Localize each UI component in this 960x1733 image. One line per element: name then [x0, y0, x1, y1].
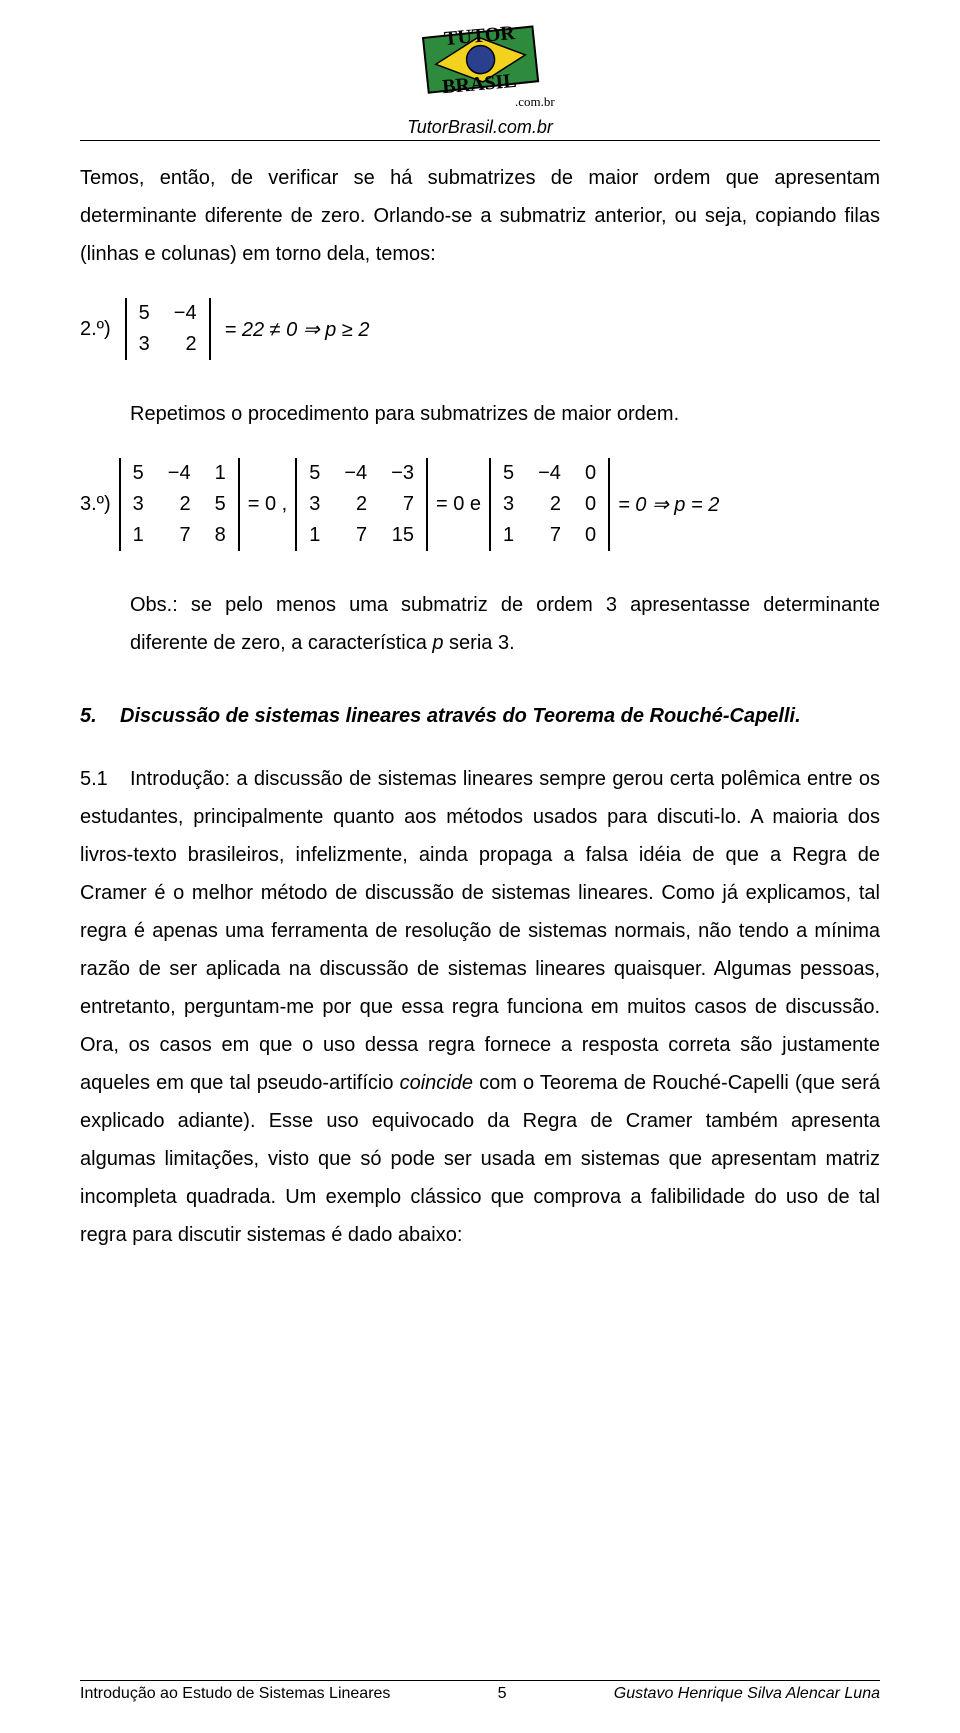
paragraph-obs: Obs.: se pelo menos uma submatriz de ord… [80, 586, 880, 662]
paragraph-intro: Temos, então, de verificar se há submatr… [80, 159, 880, 273]
det-A: 5−41 325 178 [119, 458, 240, 551]
page-header: TUTOR BRASIL .com.br TutorBrasil.com.br [80, 0, 880, 138]
page-footer: Introdução ao Estudo de Sistemas Lineare… [80, 1680, 880, 1703]
footer-rule [80, 1680, 880, 1681]
page-number: 5 [390, 1685, 613, 1703]
step-3-label: 3.º) [80, 493, 111, 516]
footer-author: Gustavo Henrique Silva Alencar Luna [614, 1685, 880, 1703]
footer-left: Introdução ao Estudo de Sistemas Lineare… [80, 1685, 390, 1703]
step-3-math: 3.º) 5−41 325 178 = 0 , 5−4−3 327 1715 =… [80, 458, 880, 551]
step-2-math: 2.º) 5−4 32 = 22 ≠ 0 ⇒ p ≥ 2 [80, 298, 880, 360]
step-2-label: 2.º) [80, 318, 111, 341]
det-C: 5−40 320 170 [489, 458, 610, 551]
site-name: TutorBrasil.com.br [80, 117, 880, 138]
svg-text:.com.br: .com.br [515, 94, 555, 109]
det-2x2: 5−4 32 [125, 298, 211, 360]
header-rule [80, 140, 880, 141]
paragraph-repeat: Repetimos o procedimento para submatrize… [80, 395, 880, 433]
step-2-rhs: = 22 ≠ 0 ⇒ p ≥ 2 [225, 317, 370, 342]
section-5-title: 5.Discussão de sistemas lineares através… [80, 697, 880, 735]
det-B: 5−4−3 327 1715 [295, 458, 428, 551]
eq-C: = 0 ⇒ p = 2 [618, 492, 719, 517]
eq-A: = 0 , [248, 493, 287, 516]
site-logo: TUTOR BRASIL .com.br [395, 20, 565, 110]
paragraph-5-1: 5.1Introdução: a discussão de sistemas l… [80, 760, 880, 1254]
eq-B: = 0 e [436, 493, 481, 516]
